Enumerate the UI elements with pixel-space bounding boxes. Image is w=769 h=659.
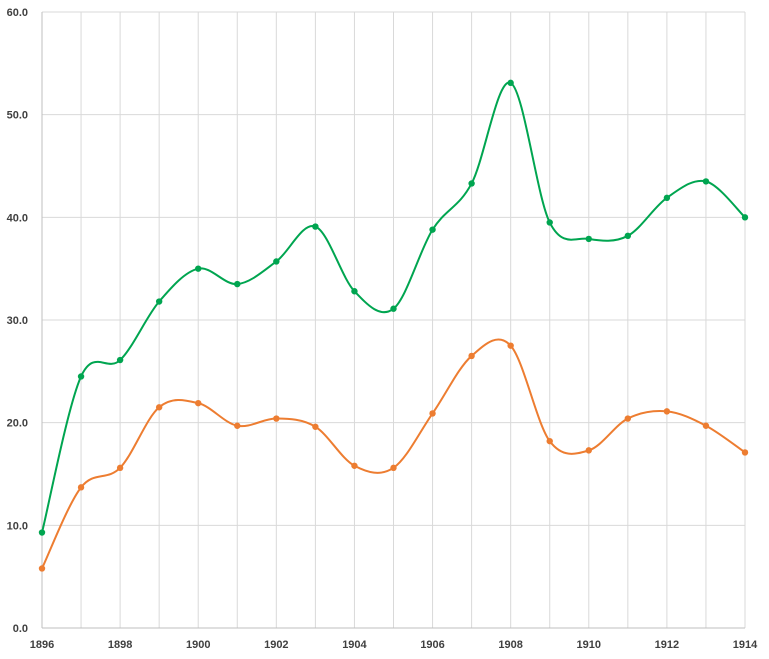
data-point [468, 352, 475, 360]
x-tick-label: 1896 [30, 639, 54, 651]
data-point [234, 422, 241, 429]
data-point [38, 529, 46, 536]
series-layer [38, 79, 749, 572]
y-tick-label: 50.0 [7, 110, 28, 122]
data-point [741, 214, 749, 221]
data-point [468, 180, 475, 187]
data-point [116, 464, 124, 472]
data-point [351, 462, 358, 469]
data-point [585, 235, 592, 243]
data-point [77, 484, 85, 491]
x-tick-label: 1910 [577, 639, 601, 651]
data-point [663, 194, 671, 202]
data-point [429, 410, 436, 417]
data-point [741, 449, 749, 456]
x-tick-label: 1898 [108, 639, 132, 651]
data-point [390, 464, 397, 472]
data-point [195, 265, 202, 272]
x-tick-label: 1906 [420, 639, 444, 651]
data-point [546, 219, 553, 226]
x-tick-label: 1902 [264, 639, 288, 651]
data-point [195, 399, 202, 407]
data-point [624, 232, 632, 240]
y-tick-label: 60.0 [7, 7, 28, 19]
data-point [507, 79, 514, 87]
data-point [351, 288, 358, 295]
data-point [38, 565, 46, 572]
data-point [77, 373, 85, 380]
data-point [312, 223, 319, 230]
x-tick-label: 1908 [498, 639, 522, 651]
data-point [234, 280, 241, 288]
data-point [390, 305, 397, 312]
y-tick-label: 10.0 [7, 520, 28, 532]
series-1 [38, 79, 749, 536]
y-tick-label: 30.0 [7, 315, 28, 327]
data-point [702, 178, 710, 185]
series-2 [38, 338, 749, 572]
data-point [702, 422, 710, 429]
y-tick-label: 0.0 [13, 623, 28, 635]
data-point [273, 415, 280, 422]
data-point [585, 447, 592, 454]
data-point [116, 356, 124, 364]
data-point [429, 226, 436, 233]
y-tick-label: 40.0 [7, 212, 28, 224]
data-point [155, 298, 163, 305]
data-point [155, 404, 163, 411]
data-point [507, 342, 514, 349]
x-tick-label: 1904 [342, 639, 367, 651]
x-tick-label: 1912 [655, 639, 679, 651]
data-point [624, 415, 632, 422]
data-point [546, 437, 553, 445]
data-point [312, 423, 319, 430]
series-line [41, 81, 746, 534]
tick-labels: 0.0 10.0 20.0 30.0 40.0 50.0 60.0 1896 1898 1900 1… [7, 7, 759, 651]
x-tick-label: 1900 [186, 639, 210, 651]
x-tick-label: 1914 [733, 639, 758, 651]
data-point [273, 258, 280, 265]
data-point [663, 408, 671, 415]
y-tick-label: 20.0 [7, 418, 28, 430]
gridlines [41, 11, 746, 629]
